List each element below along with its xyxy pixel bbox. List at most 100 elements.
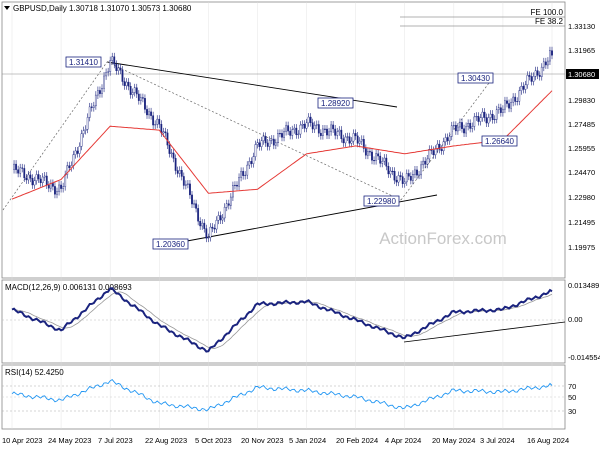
candle-body <box>103 75 105 89</box>
svg-text:1.21495: 1.21495 <box>568 218 595 227</box>
candle-body <box>538 74 541 77</box>
candle-body <box>162 131 165 134</box>
candle-body <box>534 70 537 77</box>
candle-body <box>54 186 56 195</box>
candle-body <box>375 153 377 161</box>
candle-body <box>37 174 40 180</box>
candle-body <box>485 117 488 124</box>
candle-body <box>491 113 494 120</box>
candle-body <box>317 124 320 134</box>
candle-body <box>446 137 449 142</box>
candle-body <box>41 176 44 184</box>
candle-body <box>301 123 304 126</box>
candle-body <box>27 174 30 181</box>
candle-body <box>434 148 437 156</box>
annotation-march-high: 1.28920 <box>317 97 354 109</box>
candle-body <box>403 181 406 184</box>
candle-body <box>499 107 502 113</box>
macd-trendline <box>403 321 566 343</box>
candle-body <box>469 123 472 129</box>
svg-text:20 May 2024: 20 May 2024 <box>432 436 475 445</box>
candle-body <box>465 126 467 134</box>
candle-body <box>176 170 179 174</box>
macd-label: MACD(12,26,9) 0.006131 0.008693 <box>5 283 132 292</box>
candle-body <box>135 87 138 95</box>
candle-body <box>121 69 124 82</box>
candle-body <box>199 221 202 227</box>
svg-text:24 May 2023: 24 May 2023 <box>48 436 91 445</box>
candle-body <box>250 161 253 164</box>
svg-text:1.30430: 1.30430 <box>461 74 490 83</box>
candle-body <box>123 81 126 86</box>
candle-body <box>174 158 177 171</box>
candle-body <box>72 154 75 166</box>
candle-body <box>215 220 218 230</box>
svg-text:4 Apr 2024: 4 Apr 2024 <box>385 436 421 445</box>
svg-text:1.29830: 1.29830 <box>568 96 595 105</box>
svg-text:3 Jul 2024: 3 Jul 2024 <box>480 436 515 445</box>
candle-body <box>17 169 20 174</box>
candle-body <box>13 163 15 170</box>
candle-body <box>225 203 228 208</box>
candle-body <box>109 60 112 73</box>
macd-line <box>11 287 553 353</box>
dashed-line-3 <box>400 78 493 201</box>
candle-body <box>45 175 48 186</box>
candle-body <box>328 131 330 136</box>
candle-body <box>178 170 181 174</box>
candle-body <box>336 131 339 136</box>
candle-body <box>330 124 332 133</box>
candle-body <box>436 143 439 150</box>
candle-body <box>444 137 447 142</box>
candle-body <box>88 106 91 118</box>
candle-body <box>272 138 275 146</box>
candle-body <box>450 125 453 137</box>
candle-body <box>264 136 267 144</box>
annotation-october-low: 1.20360 <box>152 238 189 250</box>
candle-body <box>409 176 412 181</box>
candle-body <box>489 113 492 118</box>
candle-body <box>43 175 46 178</box>
candle-body <box>495 109 498 120</box>
candle-body <box>205 228 208 239</box>
candle-body <box>544 61 547 66</box>
candle-body <box>289 130 292 136</box>
candle-body <box>346 136 349 138</box>
candle-body <box>90 106 93 108</box>
candle-body <box>166 132 169 146</box>
candle-body <box>401 176 404 184</box>
candle-body <box>195 203 197 209</box>
candle-body <box>420 164 422 176</box>
candle-body <box>244 174 247 176</box>
candle-body <box>342 138 345 144</box>
candle-body <box>279 133 281 135</box>
candle-body <box>364 148 367 156</box>
candle-body <box>471 126 474 129</box>
candle-body <box>117 67 120 71</box>
candle-body <box>475 116 478 118</box>
collapse-arrow-icon[interactable] <box>4 6 10 10</box>
candle-body <box>487 117 490 124</box>
candle-body <box>334 128 337 136</box>
candle-body <box>64 174 67 187</box>
candle-body <box>80 133 83 147</box>
candle-body <box>412 174 414 181</box>
candle-body <box>33 180 36 186</box>
candle-body <box>399 175 402 177</box>
candle-body <box>520 86 523 91</box>
candle-body <box>497 107 500 110</box>
candle-body <box>414 169 416 175</box>
candle-body <box>21 167 24 169</box>
candle-body <box>506 100 508 104</box>
svg-text:1.19975: 1.19975 <box>568 243 595 252</box>
candle-body <box>303 123 306 129</box>
candle-body <box>326 128 328 136</box>
candle-body <box>528 75 531 77</box>
candle-body <box>360 139 363 142</box>
candle-body <box>148 111 150 116</box>
candle-body <box>66 165 69 175</box>
svg-text:1.26640: 1.26640 <box>485 137 514 146</box>
candle-body <box>127 81 130 87</box>
svg-text:5 Jan 2024: 5 Jan 2024 <box>289 436 326 445</box>
rsi-axis: 70 50 30 <box>568 382 576 416</box>
